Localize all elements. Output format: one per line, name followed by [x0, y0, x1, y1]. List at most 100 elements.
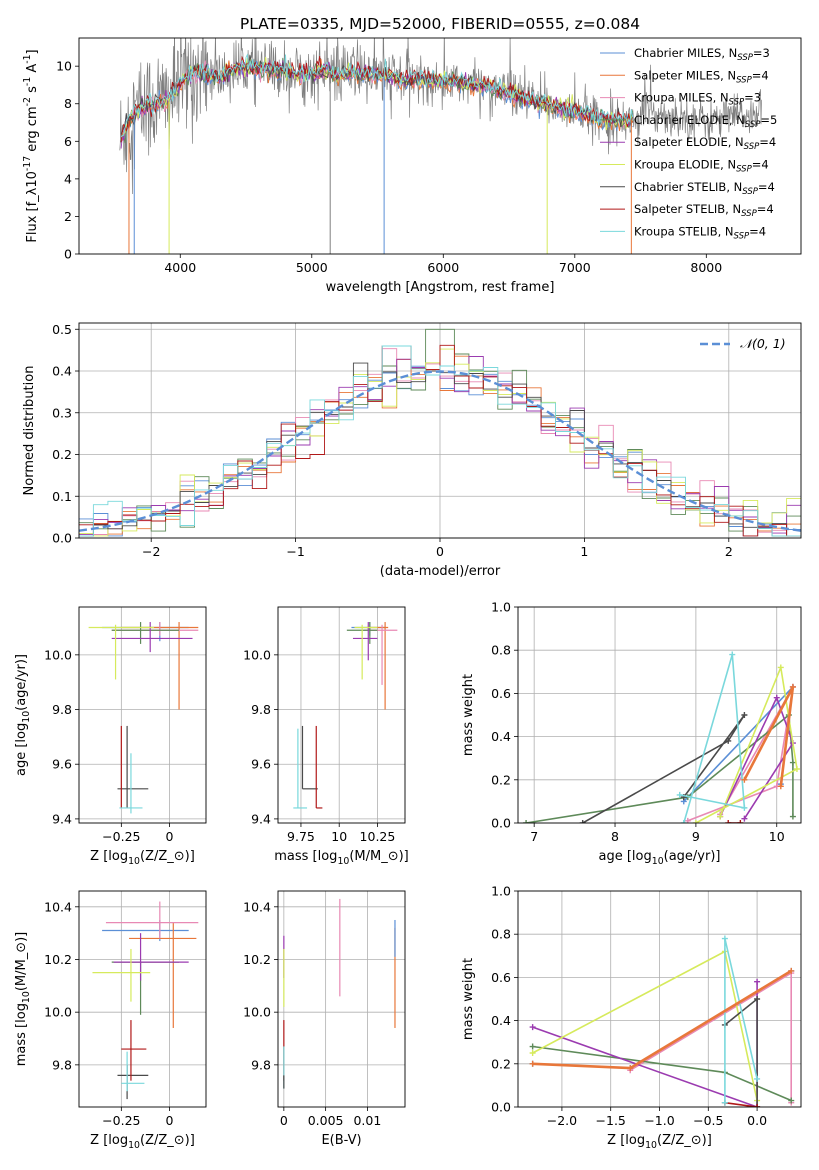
age_vs_mass-axes: 9.75 10 10.25 9.4 9.6 9.8 10.0 mass [log10(M/M_… [243, 606, 409, 867]
weight_vs_age-point-marker [680, 820, 687, 823]
weight_vs_age-point-marker [793, 766, 800, 772]
mass_vs_EBV-frame [277, 890, 406, 1108]
spectrum-ylabel: Flux [f_λ10-17 erg cm-2 s-1 A-1] [22, 49, 40, 242]
weight_vs_age-point-marker [725, 737, 732, 744]
residuals-ytick-label: 0.5 [52, 322, 72, 337]
residuals-xtick-label: 2 [725, 544, 733, 559]
legend-entry: Kroupa STELIB, NSSP=4 [634, 224, 766, 241]
age_vs_Z-axes: −0.25 0 9.4 9.6 9.8 10.0 Z [log10(Z/Z_⊙)] age [… [14, 606, 207, 867]
weight_vs_Z-frame [517, 890, 802, 1108]
residual-histogram [79, 344, 801, 537]
mass_vs_EBV-xtick-label: 0.005 [308, 1113, 344, 1128]
weight_vs_age-xtick-label: 8 [611, 829, 619, 844]
weight_vs_Z-xtick-label: −2.0 [547, 1113, 577, 1128]
weight_vs_Z-ytick-label: 0.2 [491, 1056, 511, 1071]
weight_vs_Z-plot-area [529, 935, 795, 1107]
spectrum-xtick-label: 6000 [427, 260, 459, 275]
spectrum-ytick-label: 4 [64, 171, 72, 186]
mass_vs_Z-xtick-label: −0.25 [102, 1113, 140, 1128]
mass_vs_EBV-axes: 0 0.005 0.01 9.8 10.0 10.2 10.4 E(B-V) [243, 890, 406, 1148]
mass_vs_Z-ytick-label: 10.0 [44, 1005, 72, 1020]
age_vs_Z-xtick-label: 0 [165, 829, 173, 844]
spectrum-xtick-label: 8000 [690, 260, 722, 275]
weight_vs_age-point-marker [741, 712, 748, 718]
mass_vs_Z-ytick-label: 10.2 [44, 952, 72, 967]
weight_vs_Z-point-marker [754, 1104, 761, 1107]
spectrum-ytick-label: 8 [64, 96, 72, 111]
residuals-frame [78, 322, 802, 539]
weight_vs_Z-ytick-label: 0.8 [491, 927, 511, 942]
spectrum-frame [78, 37, 802, 255]
spectrum-xlabel: wavelength [Angstrom, rest frame] [326, 280, 555, 295]
spectrum-ytick-label: 2 [64, 209, 72, 224]
normal-legend-label: 𝒩(0, 1) [740, 336, 786, 351]
weight_vs_Z-point-marker [788, 967, 795, 974]
legend-entry: Kroupa ELODIE, NSSP=4 [634, 158, 769, 175]
mass_vs_Z-ylabel: mass [log10(M/M_⊙)] [14, 932, 32, 1067]
weight_vs_Z-point-marker [754, 1075, 761, 1082]
age_vs_Z-ytick-label: 9.4 [52, 811, 72, 826]
legend-entry: Salpeter STELIB, NSSP=4 [634, 202, 774, 219]
age_vs_mass-xlabel: mass [log10(M/M_⊙)] [274, 849, 409, 867]
weight_vs_Z-point-marker [721, 935, 728, 942]
mass_vs_Z-axes: −0.25 0 9.8 10.0 10.2 10.4 Z [log10(Z/Z_⊙)] mas… [14, 890, 207, 1151]
weight_vs_Z-point-marker [627, 1065, 634, 1072]
age_vs_Z-ylabel: age [log10(age/yr)] [14, 654, 32, 776]
weight_vs_age-point-marker [777, 783, 784, 790]
weight_vs_Z-ytick-label: 0.6 [491, 970, 511, 985]
weight_vs_age-point-marker [725, 820, 732, 823]
residuals-xtick-label: 1 [580, 544, 588, 559]
residuals-xtick-label: −2 [142, 544, 160, 559]
weight_vs_age-series-line [719, 695, 794, 820]
weight_vs_age-ytick-label: 0.0 [491, 816, 511, 831]
weight_vs_age-ytick-label: 0.2 [491, 772, 511, 787]
weight_vs_age-point-marker [523, 820, 530, 823]
age_vs_Z-ytick-label: 9.6 [52, 757, 72, 772]
normal-curve [79, 370, 801, 532]
age_vs_Z-xlabel: Z [log10(Z/Z_⊙)] [90, 849, 195, 867]
age_vs_mass-xtick-label: 9.75 [287, 829, 315, 844]
mass_vs_Z-ytick-label: 9.8 [52, 1057, 72, 1072]
figure-title: PLATE=0335, MJD=52000, FIBERID=0555, z=0… [240, 15, 640, 33]
mass_vs_Z-frame [78, 890, 207, 1108]
weight_vs_Z-xtick-label: 0.0 [747, 1113, 767, 1128]
legend-entry: Salpeter ELODIE, NSSP=4 [634, 135, 776, 152]
weight_vs_age-xtick-label: 9 [692, 829, 700, 844]
mass_vs_Z-plot-area [92, 901, 199, 1100]
weight_vs_age-point-marker [741, 776, 748, 783]
weight_vs_Z-ytick-label: 0.4 [491, 1013, 511, 1028]
age_vs_Z-plot-area [88, 622, 199, 814]
weight_vs_Z-ytick-label: 1.0 [491, 884, 511, 899]
weight_vs_age-ytick-label: 0.4 [491, 729, 511, 744]
spectrum-model-line [120, 55, 634, 143]
weight_vs_age-point-marker [789, 813, 796, 820]
weight_vs_Z-point-marker [721, 1099, 728, 1106]
weight_vs_age-frame [517, 606, 802, 824]
weight_vs_Z-xlabel: Z [log10(Z/Z_⊙)] [607, 1133, 712, 1151]
residuals-ytick-label: 0.3 [52, 405, 72, 420]
residuals-ytick-label: 0.0 [52, 531, 72, 546]
residuals-ylabel: Normed distribution [22, 366, 37, 496]
weight_vs_age-point-marker [741, 804, 748, 811]
weight_vs_Z-series-line [724, 1101, 758, 1107]
mass_vs_EBV-ytick-label: 10.0 [243, 1005, 271, 1020]
legend-entry: Salpeter MILES, NSSP=4 [634, 68, 769, 85]
spectrum-legend: Chabrier MILES, NSSP=3 Salpeter MILES, NS… [600, 46, 777, 241]
weight_vs_Z-ytick-label: 0.0 [491, 1100, 511, 1115]
age_vs_mass-ytick-label: 9.8 [251, 702, 271, 717]
age_vs_Z-ytick-label: 9.8 [52, 702, 72, 717]
residuals-ytick-label: 0.2 [52, 447, 72, 462]
weight_vs_age-xtick-label: 7 [530, 829, 538, 844]
weight_vs_Z-point-marker [788, 1097, 795, 1104]
weight_vs_age-point-marker [579, 820, 586, 823]
age_vs_mass-ytick-label: 9.4 [251, 811, 271, 826]
weight_vs_Z-point-marker [529, 1024, 536, 1031]
mass_vs_Z-xtick-label: 0 [165, 1113, 173, 1128]
weight_vs_age-point-marker [729, 651, 736, 658]
mass_vs_EBV-ytick-label: 9.8 [251, 1057, 271, 1072]
mass_vs_EBV-plot-area [283, 898, 396, 1089]
legend-entry: Chabrier ELODIE, NSSP=5 [634, 113, 777, 130]
residuals-plot-area [79, 328, 801, 537]
weight_vs_age-axes: 7 8 9 10 0.0 0.2 0.4 0.6 0.8 1.0 age [log10(age/yr… [461, 600, 802, 867]
